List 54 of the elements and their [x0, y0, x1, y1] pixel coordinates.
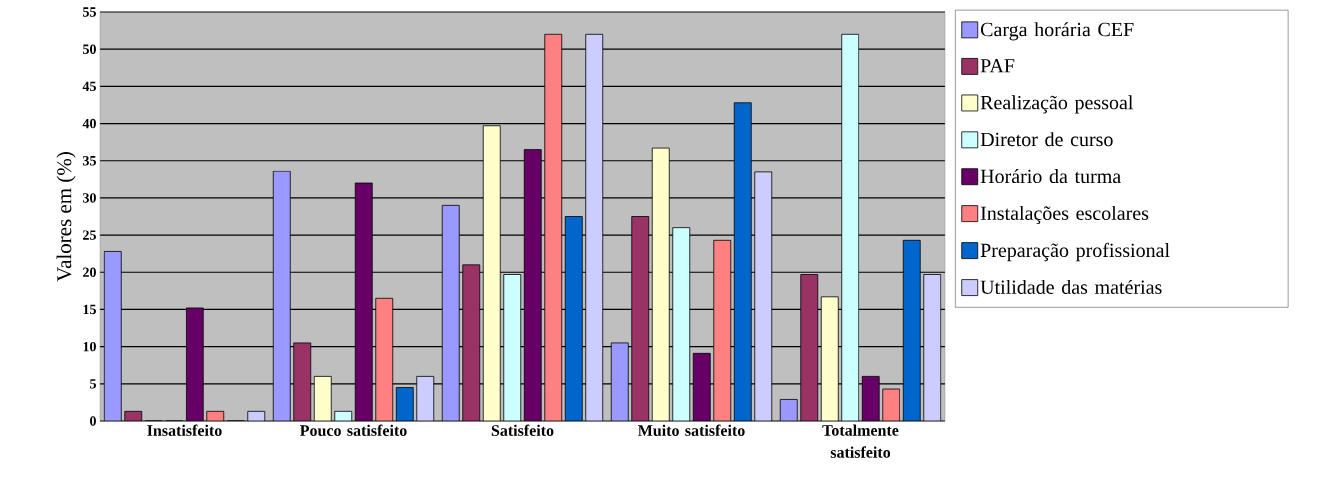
bar [503, 274, 522, 421]
bar [861, 375, 880, 421]
bar [692, 352, 711, 421]
bar [631, 216, 650, 421]
y-tick-label: 35 [83, 156, 96, 166]
bar [482, 125, 501, 421]
bar [651, 147, 670, 421]
y-tick-label: 45 [82, 81, 96, 92]
y-tick-label: 15 [83, 304, 96, 315]
bar [185, 307, 204, 421]
bar [395, 387, 414, 421]
x-tick-label: Insatisfeito [147, 424, 222, 436]
x-tick-label: Totalmente satisfeito [822, 424, 899, 458]
y-tick-label: 5 [90, 379, 96, 389]
legend-label: Preparação profissional [980, 242, 1170, 262]
bar [354, 182, 373, 421]
x-tick-label: Muito satisfeito [638, 424, 745, 436]
bar [523, 149, 542, 421]
bar [923, 274, 942, 421]
y-tick-label: 50 [83, 44, 96, 54]
legend-label: Instalações escolares [980, 205, 1149, 225]
y-tick-label: 0 [90, 416, 96, 426]
bar [462, 264, 481, 421]
legend-label: Utilidade das matérias [980, 279, 1162, 294]
y-axis-title: Valores em (%) [56, 152, 76, 282]
bar [779, 399, 798, 421]
bar [544, 33, 563, 421]
legend-label: Realização pessoal [980, 95, 1134, 114]
y-tick-label: 30 [83, 193, 96, 203]
bar [564, 216, 583, 421]
bar [713, 239, 732, 421]
y-tick-label: 40 [82, 118, 96, 129]
bar [585, 33, 604, 421]
bar [375, 297, 394, 421]
y-tick-label: 25 [83, 230, 96, 240]
bar [800, 274, 819, 421]
y-tick-label: 20 [83, 267, 96, 277]
bar [733, 102, 752, 421]
y-tick-label: 55 [83, 7, 96, 17]
bar [754, 171, 773, 421]
x-tick-label: Satisfeito [491, 424, 554, 436]
legend-label: Diretor de curso [980, 132, 1113, 147]
bar [820, 296, 839, 421]
legend-label: Horário da turma [980, 169, 1121, 184]
legend-label: Carga horária CEF [980, 22, 1134, 41]
legend-label: PAF [980, 59, 1015, 73]
y-tick-label: 10 [83, 341, 96, 352]
x-tick-label: Pouco satisfeito [300, 424, 407, 436]
bar [672, 227, 691, 421]
bar [313, 375, 332, 421]
bar [293, 342, 312, 421]
bar [902, 239, 921, 421]
bar [416, 375, 435, 421]
bar [841, 33, 860, 421]
